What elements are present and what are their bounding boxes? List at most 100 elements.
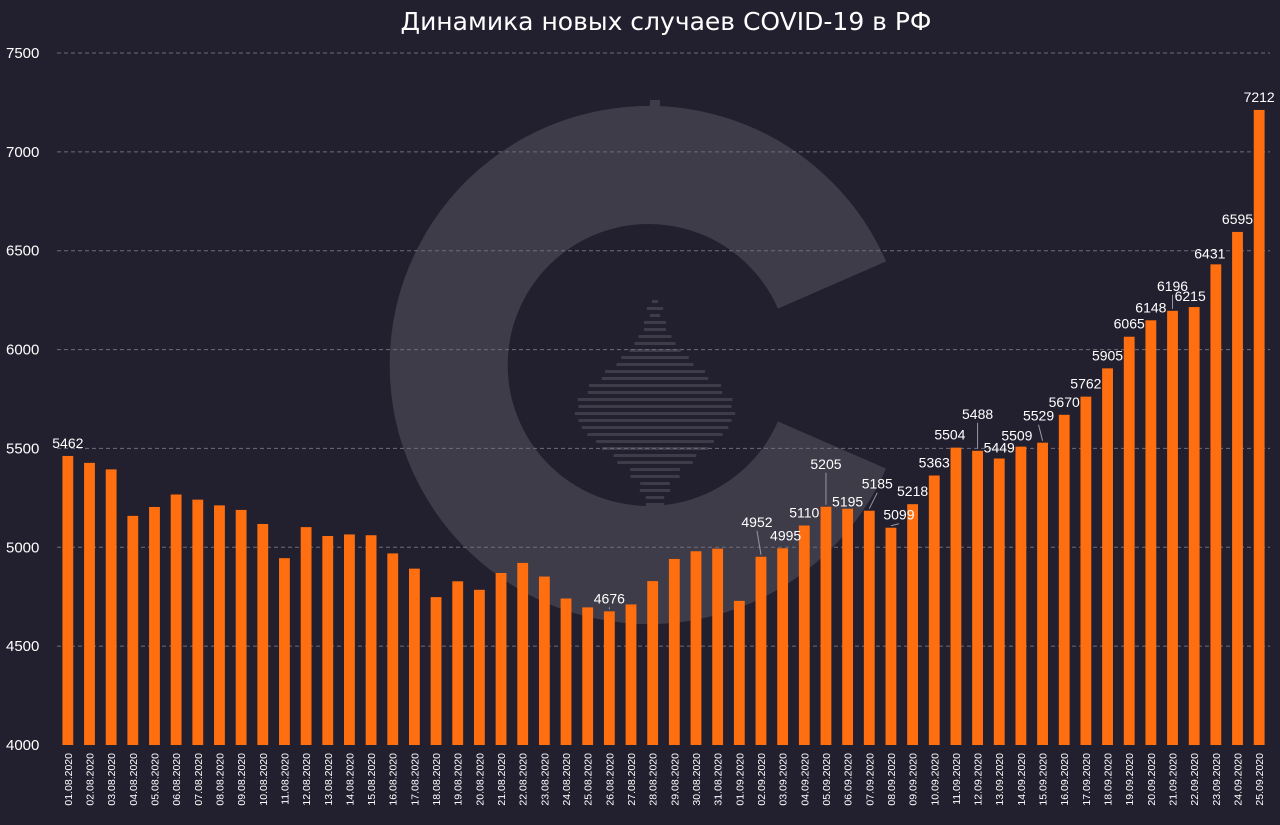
y-tick-label: 6500 bbox=[6, 243, 39, 260]
x-tick-label: 29.08.2020 bbox=[669, 753, 681, 806]
bar bbox=[344, 534, 355, 745]
bar bbox=[149, 506, 160, 745]
x-tick-label: 30.08.2020 bbox=[691, 753, 703, 806]
y-tick-label: 6000 bbox=[6, 342, 39, 359]
bar bbox=[1037, 442, 1048, 745]
data-label: 5218 bbox=[897, 483, 928, 499]
x-tick-label: 04.09.2020 bbox=[799, 753, 811, 806]
bar bbox=[603, 611, 615, 745]
y-tick-label: 7000 bbox=[6, 144, 39, 161]
x-tick-label: 27.08.2020 bbox=[626, 753, 638, 806]
x-tick-label: 21.09.2020 bbox=[1168, 753, 1180, 806]
data-label: 6215 bbox=[1175, 288, 1206, 304]
x-tick-label: 01.09.2020 bbox=[734, 753, 746, 806]
y-tick-label: 4500 bbox=[6, 638, 39, 655]
data-label: 6431 bbox=[1194, 245, 1225, 261]
x-tick-label: 07.09.2020 bbox=[864, 753, 876, 806]
x-tick-label: 15.08.2020 bbox=[366, 753, 378, 806]
bar bbox=[928, 475, 940, 745]
x-tick-label: 19.09.2020 bbox=[1124, 753, 1136, 806]
bar bbox=[1253, 109, 1265, 745]
x-tick-label: 16.09.2020 bbox=[1059, 753, 1071, 806]
label-leader bbox=[1038, 424, 1044, 441]
x-tick-label: 20.09.2020 bbox=[1146, 753, 1158, 806]
data-label: 5195 bbox=[832, 494, 863, 510]
data-label: 5449 bbox=[984, 440, 1015, 456]
bar bbox=[408, 568, 420, 745]
x-tick-label: 08.08.2020 bbox=[214, 753, 226, 806]
x-tick-label: 14.08.2020 bbox=[344, 753, 356, 806]
x-tick-label: 23.09.2020 bbox=[1211, 753, 1223, 806]
x-axis: 01.08.2020 02.08.2020 03.08.2020 04.08.2020… bbox=[63, 753, 1266, 806]
data-label: 4676 bbox=[594, 590, 625, 606]
bar bbox=[972, 450, 983, 745]
bar bbox=[170, 494, 182, 745]
bar bbox=[84, 462, 95, 745]
x-tick-label: 24.09.2020 bbox=[1233, 753, 1245, 806]
bar bbox=[192, 499, 204, 745]
bar bbox=[1058, 414, 1070, 745]
x-tick-label: 13.09.2020 bbox=[994, 753, 1006, 806]
x-tick-label: 12.08.2020 bbox=[301, 753, 313, 806]
x-tick-label: 05.09.2020 bbox=[821, 753, 833, 806]
bar bbox=[798, 525, 810, 745]
bar bbox=[62, 455, 74, 745]
x-tick-label: 03.08.2020 bbox=[106, 753, 118, 806]
bar bbox=[690, 551, 702, 745]
data-label: 5363 bbox=[919, 455, 950, 471]
x-tick-label: 07.08.2020 bbox=[193, 753, 205, 806]
x-tick-label: 22.09.2020 bbox=[1189, 753, 1201, 806]
x-tick-label: 08.09.2020 bbox=[886, 753, 898, 806]
bar bbox=[517, 562, 529, 745]
bar bbox=[430, 597, 442, 745]
bar bbox=[993, 458, 1005, 745]
data-label: 6196 bbox=[1157, 278, 1188, 294]
data-label: 5462 bbox=[52, 435, 83, 451]
x-tick-label: 03.09.2020 bbox=[778, 753, 790, 806]
bar bbox=[1015, 446, 1027, 745]
bar bbox=[1080, 396, 1092, 745]
x-tick-label: 11.08.2020 bbox=[279, 753, 291, 805]
data-label: 5762 bbox=[1070, 376, 1101, 392]
data-label: 4995 bbox=[770, 527, 801, 543]
bar bbox=[1123, 336, 1135, 745]
chart-title: Динамика новых случаев COVID-19 в РФ bbox=[401, 7, 932, 36]
bar bbox=[777, 548, 789, 745]
x-tick-label: 17.08.2020 bbox=[409, 753, 421, 806]
data-label: 5488 bbox=[962, 406, 993, 422]
bar bbox=[495, 572, 507, 745]
label-leader bbox=[868, 492, 878, 509]
y-tick-label: 7500 bbox=[6, 45, 39, 62]
data-label: 5504 bbox=[934, 427, 965, 443]
x-tick-label: 04.08.2020 bbox=[128, 753, 140, 806]
x-tick-label: 02.08.2020 bbox=[84, 753, 96, 806]
bar bbox=[105, 469, 117, 745]
x-tick-label: 22.08.2020 bbox=[518, 753, 530, 806]
x-tick-label: 25.09.2020 bbox=[1254, 753, 1266, 806]
data-label: 4952 bbox=[741, 514, 772, 530]
x-tick-label: 11.09.2020 bbox=[951, 753, 963, 805]
bar bbox=[1102, 368, 1113, 745]
bar bbox=[473, 589, 485, 745]
data-label: 5099 bbox=[883, 507, 914, 523]
x-tick-label: 26.08.2020 bbox=[604, 753, 616, 806]
x-tick-label: 01.08.2020 bbox=[63, 753, 75, 806]
x-tick-label: 10.09.2020 bbox=[929, 753, 941, 806]
bar bbox=[885, 527, 897, 745]
bar bbox=[279, 558, 290, 745]
logo-c-seismograph-icon bbox=[389, 100, 887, 624]
bar bbox=[647, 581, 659, 745]
label-leader-lines bbox=[608, 294, 1174, 610]
x-tick-label: 18.08.2020 bbox=[431, 753, 443, 806]
bar bbox=[1188, 307, 1200, 745]
x-tick-label: 25.08.2020 bbox=[583, 753, 595, 806]
data-label: 5905 bbox=[1092, 347, 1123, 363]
bar bbox=[950, 447, 962, 745]
bar bbox=[1167, 310, 1178, 745]
bar bbox=[452, 581, 464, 745]
x-tick-label: 06.09.2020 bbox=[843, 753, 855, 806]
bar bbox=[907, 504, 919, 745]
bar bbox=[214, 505, 225, 745]
data-label: 5529 bbox=[1023, 408, 1054, 424]
